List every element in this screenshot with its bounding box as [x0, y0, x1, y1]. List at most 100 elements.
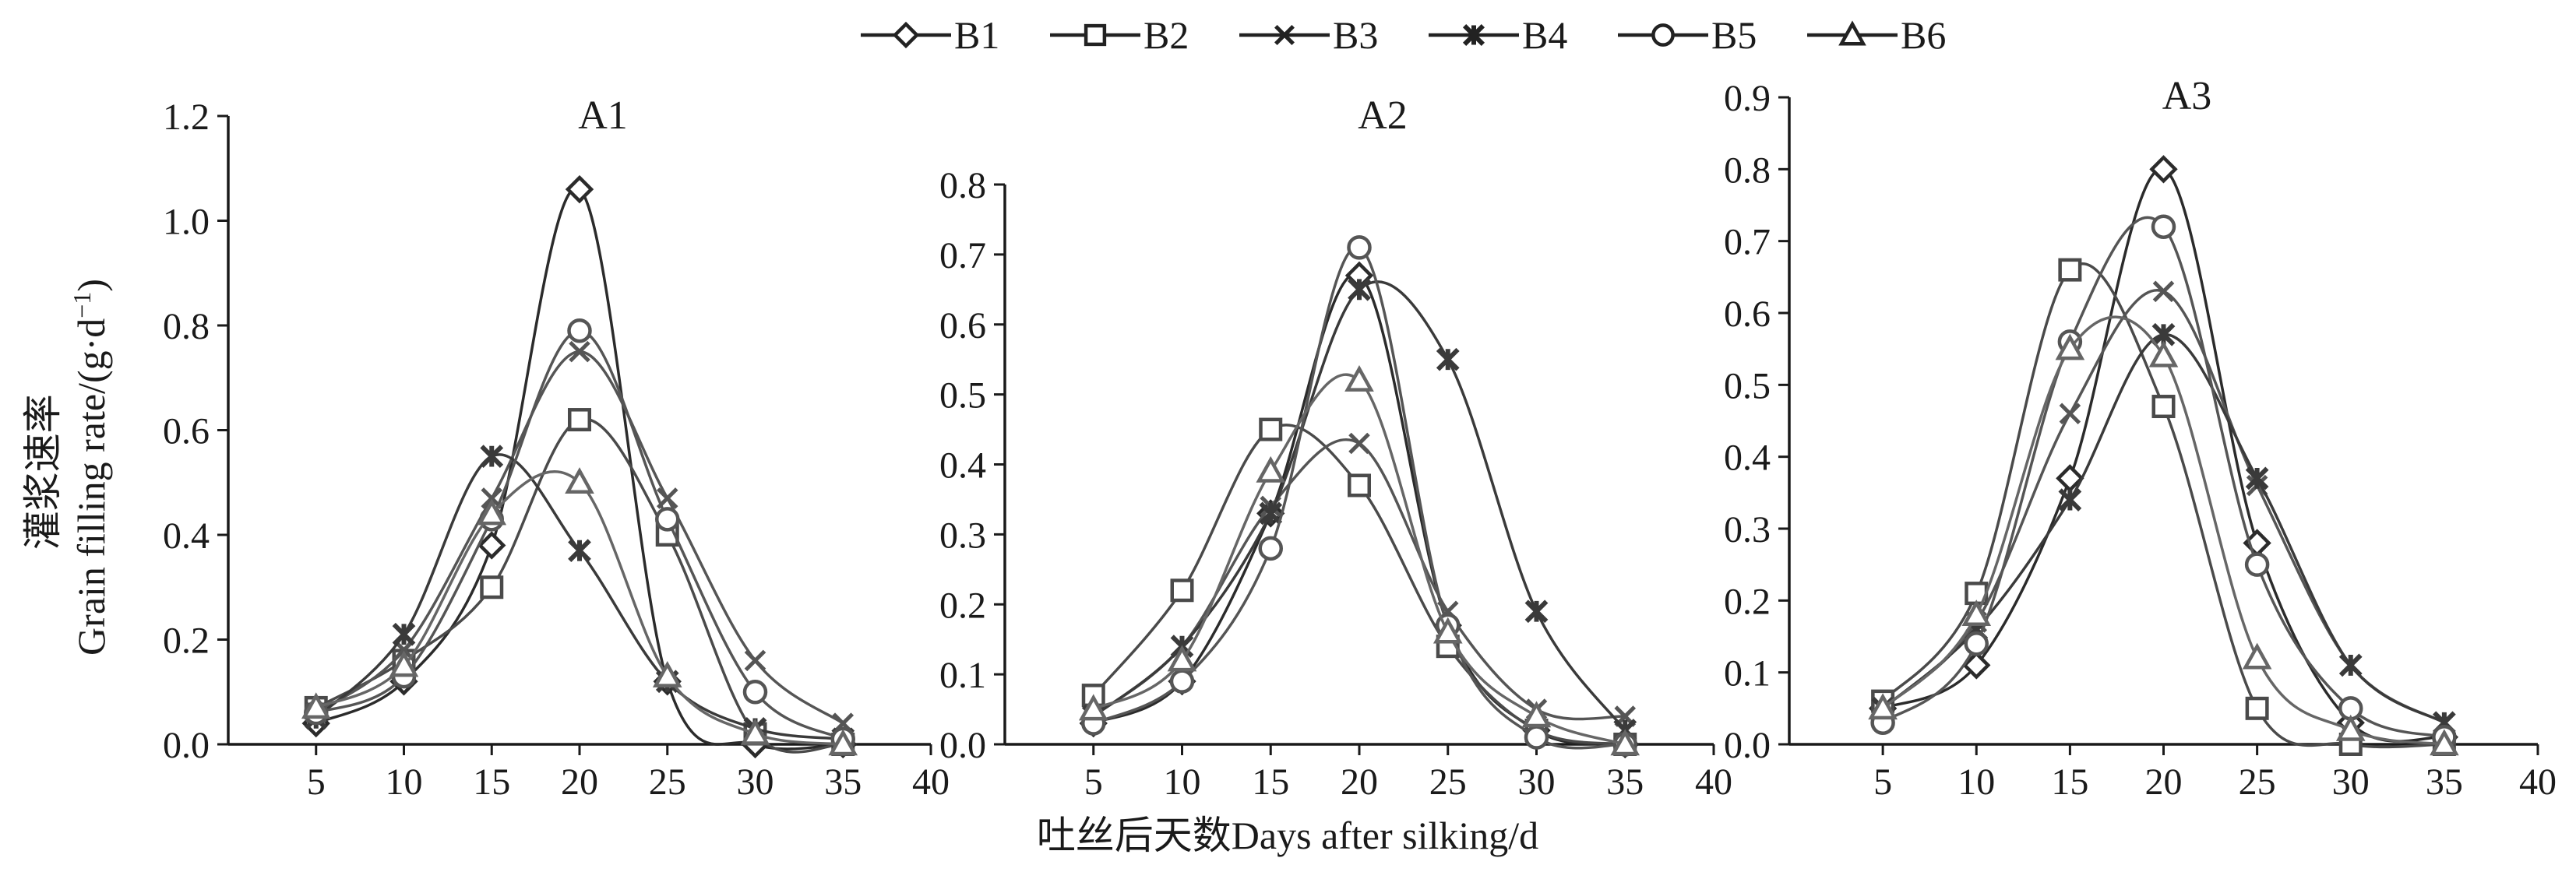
- y-tick-label-a3: 0.6: [1724, 294, 1771, 335]
- y-tick-label-a1: 0.8: [163, 306, 210, 347]
- y-tick-label-a2: 0.3: [939, 515, 986, 556]
- y-tick-label-a3: 0.3: [1724, 509, 1771, 550]
- y-axis-label-sup: −1: [68, 292, 96, 318]
- y-tick-label-a2: 0.6: [939, 305, 986, 346]
- point-a1-b6: [477, 498, 507, 526]
- x-tick-label-a2: 25: [1429, 761, 1467, 803]
- point-a2-b6: [1078, 694, 1108, 721]
- legend-item-b4: B4: [1429, 13, 1567, 57]
- point-a2-b2: [1259, 417, 1283, 441]
- x-tick-label-a1: 20: [561, 761, 598, 803]
- x-tick-label-a1: 10: [386, 761, 423, 803]
- legend-item-b1: B1: [861, 13, 999, 57]
- point-a2-b4: [1524, 600, 1549, 624]
- y-tick-label-a1: 0.6: [163, 411, 210, 452]
- point-a3-b1: [2149, 155, 2178, 184]
- point-a1-b2: [568, 408, 591, 432]
- point-a1-b6: [389, 650, 419, 677]
- point-a3-b6: [2242, 642, 2272, 670]
- y-axis-label-cn: 灌浆速率: [21, 394, 65, 550]
- x-tick-label-a1: 30: [737, 761, 774, 803]
- point-a1-b6: [740, 718, 770, 745]
- point-a1-b6: [301, 692, 331, 719]
- point-a3-b6: [1961, 600, 1992, 627]
- point-a3-b4: [2058, 488, 2082, 512]
- series-a3-b1: [1868, 155, 2459, 751]
- series-a2-b2: [1081, 417, 1637, 756]
- x-tick-label-a3: 40: [2519, 761, 2557, 803]
- point-a1-b4: [392, 622, 416, 646]
- y-tick-label-a2: 0.8: [939, 165, 986, 206]
- legend-marker-b5: [1651, 23, 1675, 47]
- y-tick-label-a3: 0.0: [1724, 725, 1771, 766]
- y-tick-label-a2: 0.7: [939, 235, 986, 276]
- legend-label-b1: B1: [954, 13, 999, 57]
- x-tick-label-a1: 35: [824, 761, 862, 803]
- legend-marker-b3: [1274, 25, 1295, 45]
- x-tick-label-a3: 30: [2332, 761, 2370, 803]
- point-a2-b5: [1524, 725, 1549, 750]
- y-tick-label-a3: 0.8: [1724, 149, 1771, 191]
- legend-label-b5: B5: [1711, 13, 1757, 57]
- series-a1-b3: [305, 340, 855, 734]
- point-a3-b5: [1964, 631, 1989, 656]
- y-tick-label-a3: 0.4: [1724, 438, 1771, 479]
- point-a2-b3: [1348, 432, 1370, 455]
- y-axis-label-en: Grain filling rate/(g·d: [69, 318, 113, 656]
- point-a3-b6: [1868, 693, 1898, 720]
- panel-a1: 0.0 0.2 0.4 0.6 0.8 1.0 1.2 5 10 15 20 25 30 35 40 A1: [163, 93, 950, 803]
- x-tick-label-a2: 30: [1518, 761, 1556, 803]
- x-tick-label-a3: 5: [1873, 761, 1892, 803]
- x-axis-label: 吐丝后天数Days after silking/d: [1037, 814, 1538, 857]
- legend-label-b6: B6: [1901, 13, 1946, 57]
- x-tick-label-a1: 5: [307, 761, 326, 803]
- legend-item-b6: B6: [1807, 13, 1946, 57]
- series-a2-b6: [1078, 365, 1640, 756]
- point-a1-b5: [655, 507, 680, 532]
- legend-marker-b1: [892, 21, 920, 49]
- legend-marker-b2: [1084, 23, 1107, 47]
- y-tick-label-a1: 0.4: [163, 515, 210, 557]
- point-a3-b6: [2148, 340, 2179, 367]
- y-tick-label-a1: 1.0: [163, 202, 210, 243]
- panel-a2: 0.0 0.1 0.2 0.3 0.4 0.5 0.6 0.7 0.8 5 10 15 20 25 30 35…: [939, 93, 1732, 803]
- point-a1-b5: [742, 680, 768, 705]
- series-a3-b6: [1868, 315, 2459, 756]
- point-a2-b5: [1347, 235, 1372, 260]
- point-a2-b2: [1348, 473, 1371, 498]
- panel-title-a1: A1: [578, 93, 628, 138]
- legend-label-b3: B3: [1333, 13, 1378, 57]
- legend-item-b2: B2: [1050, 13, 1189, 57]
- point-a1-b1: [477, 531, 506, 560]
- point-a3-b4: [2245, 466, 2269, 490]
- series-line-a3-b2: [1881, 262, 2444, 749]
- point-a3-b3: [2059, 403, 2081, 425]
- point-a3-b6: [2335, 714, 2366, 741]
- y-tick-label-a2: 0.4: [939, 445, 986, 487]
- point-a2-b4: [1436, 347, 1460, 371]
- point-a1-b4: [568, 539, 591, 563]
- point-a2-b4: [1348, 277, 1371, 301]
- y-axis-label: 灌浆速率 Grain filling rate/(g·d−1): [21, 279, 113, 656]
- series-a2-b5: [1081, 235, 1637, 757]
- x-tick-label-a1: 40: [912, 761, 950, 803]
- point-a3-b4: [2338, 653, 2363, 677]
- point-a3-b5: [2151, 214, 2176, 239]
- x-tick-label-a1: 25: [649, 761, 686, 803]
- y-tick-label-a3: 0.1: [1724, 653, 1771, 694]
- point-a3-b6: [2430, 729, 2459, 756]
- point-a1-b6: [652, 660, 682, 687]
- x-tick-label-a2: 15: [1252, 761, 1289, 803]
- point-a3-b6: [2055, 333, 2085, 360]
- series-a2-b1: [1079, 261, 1640, 759]
- panel-title-a3: A3: [2162, 74, 2212, 118]
- series-line-a3-b6: [1881, 315, 2445, 746]
- point-a1-b2: [480, 575, 504, 600]
- x-tick-label-a2: 10: [1164, 761, 1201, 803]
- x-tick-label-a3: 15: [2051, 761, 2088, 803]
- point-a2-b6: [1167, 645, 1197, 672]
- panel-a3: 0.0 0.1 0.2 0.3 0.4 0.5 0.6 0.7 0.8 0.9 5 10 15 20 25 3…: [1724, 74, 2557, 803]
- legend-item-b3: B3: [1239, 13, 1378, 57]
- point-a2-b6: [1610, 729, 1640, 756]
